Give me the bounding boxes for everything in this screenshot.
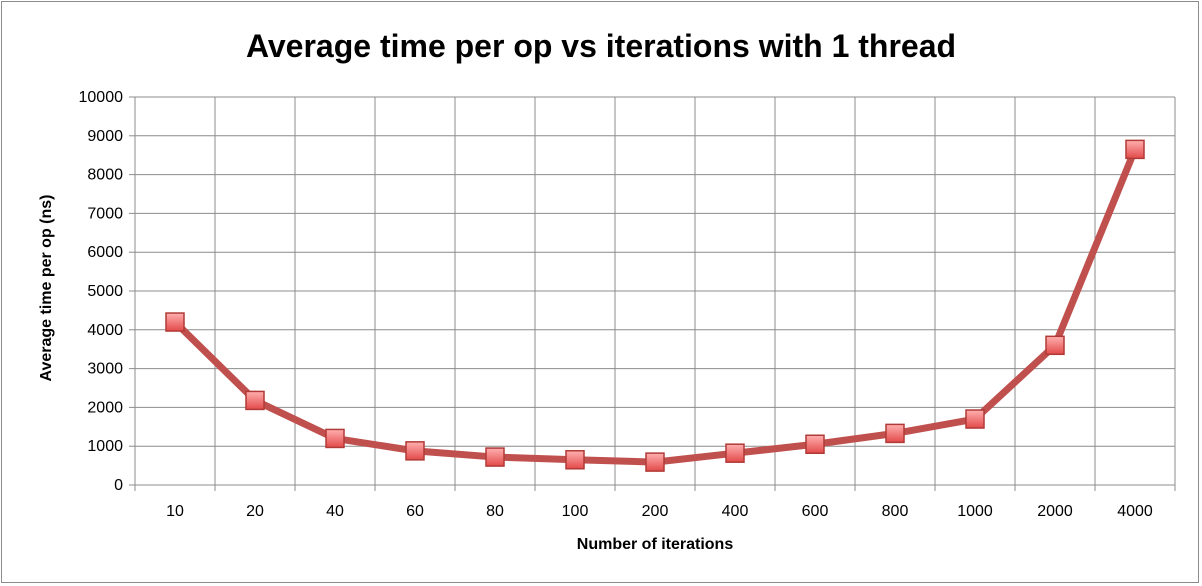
x-tick-label: 800 [882, 503, 909, 520]
x-tick-label: 1000 [957, 503, 993, 520]
data-point-marker [565, 450, 585, 470]
data-point-marker [805, 434, 825, 455]
data-point-marker [725, 443, 745, 463]
data-point-marker [965, 409, 985, 429]
x-tick-label: 80 [486, 503, 504, 520]
x-tick-label: 100 [562, 503, 589, 520]
x-tick-label: 600 [802, 503, 829, 520]
data-point-marker [885, 423, 905, 444]
y-tick-label: 10000 [79, 89, 124, 106]
y-tick-label: 5000 [87, 283, 123, 300]
y-tick-label: 9000 [87, 128, 123, 145]
y-tick-label: 1000 [87, 438, 123, 455]
y-tick-label: 3000 [87, 361, 123, 378]
series-line [171, 145, 1139, 466]
x-tick-label: 2000 [1037, 503, 1073, 520]
x-tick-label: 4000 [1117, 503, 1153, 520]
y-tick-label: 0 [114, 477, 123, 494]
markers [165, 139, 1145, 472]
data-point-marker [325, 428, 345, 449]
y-tick-label: 7000 [87, 205, 123, 222]
y-tick-label: 8000 [87, 167, 123, 184]
x-tick-label: 400 [722, 503, 749, 520]
x-axis-label: Number of iterations [576, 536, 734, 553]
y-tick-label: 2000 [87, 399, 123, 416]
axes: 0 1000 2000 3000 4000 5000 6000 7000 8000 9000 100… [79, 89, 1176, 520]
x-tick-label: 60 [406, 503, 424, 520]
data-point-marker [245, 390, 265, 411]
data-point-marker [645, 452, 665, 472]
y-tick-label: 6000 [87, 244, 123, 261]
data-point-marker [1125, 139, 1145, 160]
x-tick-label: 200 [642, 503, 669, 520]
x-tick-label: 40 [326, 503, 344, 520]
y-tick-label: 4000 [87, 322, 123, 339]
data-point-marker [1045, 335, 1065, 356]
data-point-marker [485, 447, 505, 467]
series [171, 145, 1139, 466]
chart-title: Average time per op vs iterations with 1… [245, 28, 957, 64]
x-tick-label: 20 [246, 503, 264, 520]
data-point-marker [405, 441, 425, 461]
data-point-marker [165, 312, 185, 332]
grid [135, 96, 1176, 485]
x-tick-label: 10 [166, 503, 184, 520]
